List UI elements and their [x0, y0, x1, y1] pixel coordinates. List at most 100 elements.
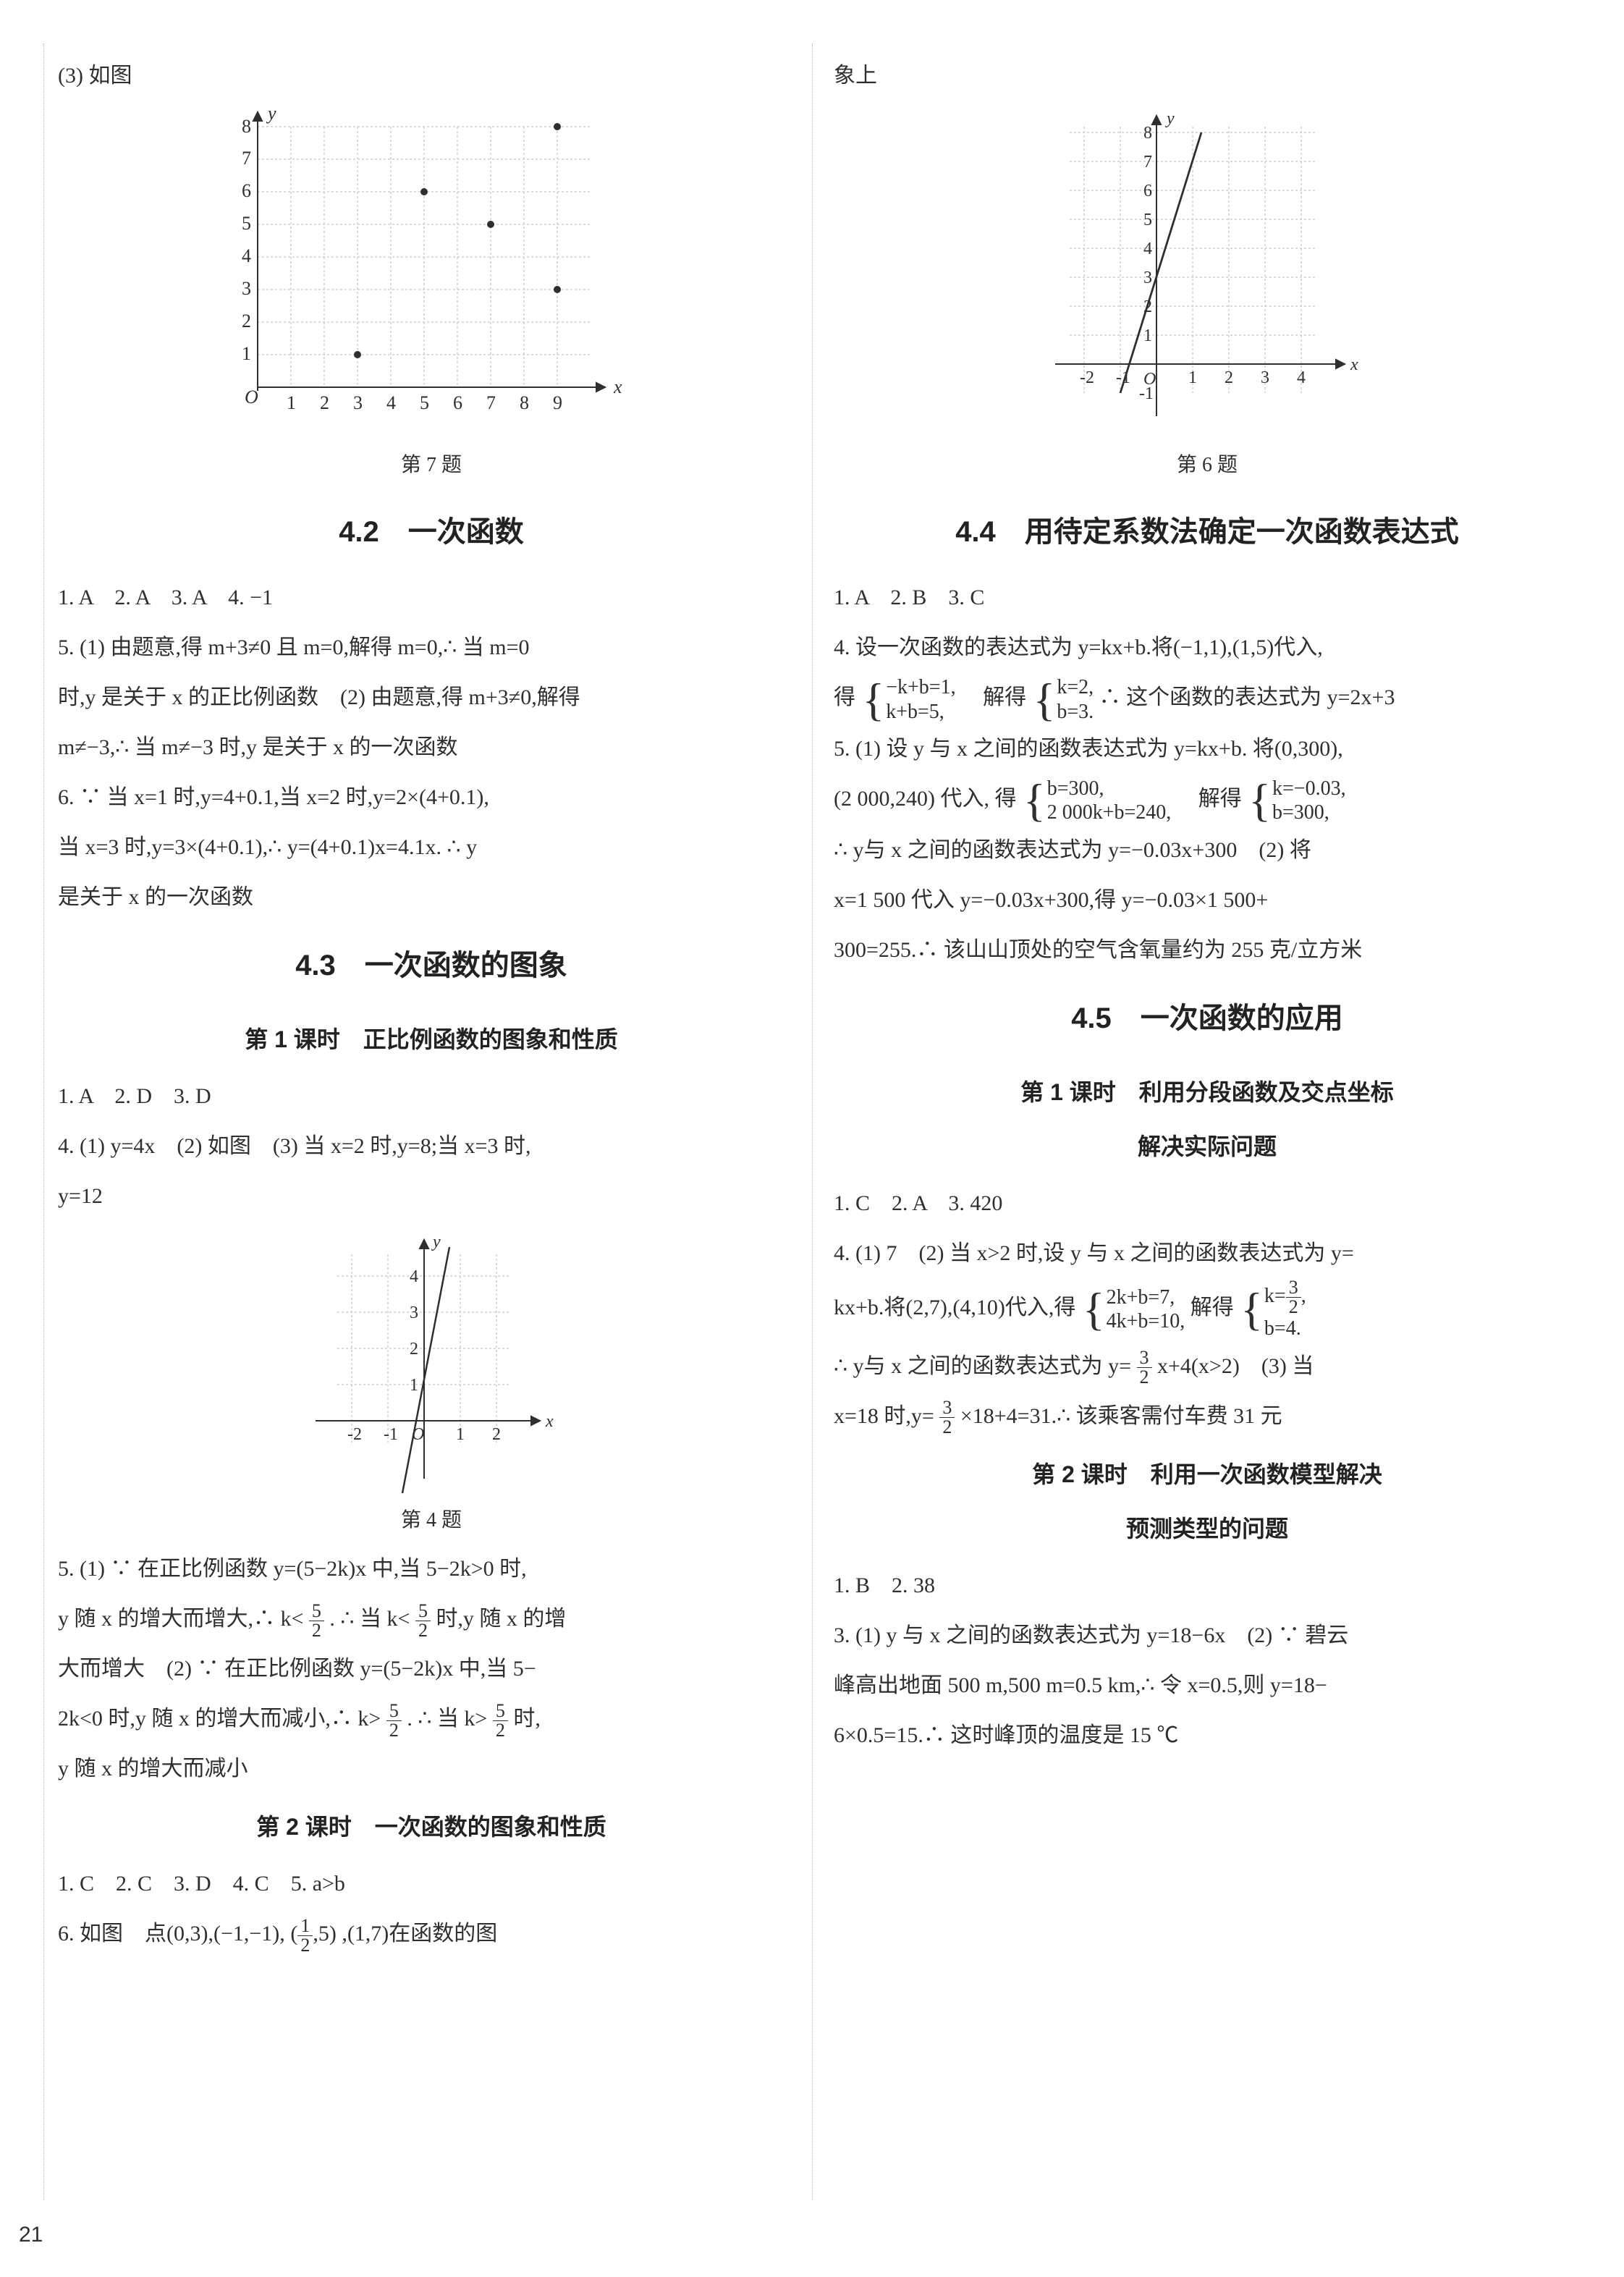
text-line: y 随 x 的增大而增大,∴ k< 52 . ∴ 当 k< 52 时,y 随 x…	[58, 1594, 805, 1644]
subsection-heading: 预测类型的问题	[834, 1503, 1581, 1556]
text-line: 6×0.5=15.∴ 这时峰顶的温度是 15 ℃	[834, 1710, 1581, 1760]
svg-text:7: 7	[1143, 153, 1152, 172]
svg-text:6: 6	[242, 180, 251, 201]
svg-text:-2: -2	[347, 1425, 362, 1444]
fraction: 52	[493, 1702, 508, 1740]
subsection-heading: 第 2 课时 利用一次函数模型解决	[834, 1448, 1581, 1502]
svg-text:3: 3	[353, 392, 363, 413]
frac-den: 2	[309, 1621, 324, 1640]
svg-text:x: x	[1350, 355, 1358, 374]
text-line: 6. 如图 点(0,3),(−1,−1), (12,5) ,(1,7)在函数的图	[58, 1909, 805, 1959]
subsection-heading: 第 1 课时 正比例函数的图象和性质	[58, 1013, 805, 1067]
svg-text:2: 2	[410, 1340, 418, 1359]
text-line: 4. (1) 7 (2) 当 x>2 时,设 y 与 x 之间的函数表达式为 y…	[834, 1228, 1581, 1278]
fraction: 52	[309, 1602, 324, 1640]
sys-row: b=300,	[1272, 800, 1346, 825]
frac-num: 3	[1286, 1278, 1301, 1298]
text-span: 时,y 随 x 的增	[436, 1607, 566, 1631]
text-span: 解得	[1190, 1296, 1234, 1319]
frac-den: 2	[1137, 1368, 1152, 1387]
subsection-heading: 解决实际问题	[834, 1120, 1581, 1174]
chart-caption: 第 7 题	[58, 442, 805, 489]
svg-text:x: x	[545, 1412, 554, 1431]
svg-text:8: 8	[520, 392, 529, 413]
frac-num: 3	[1137, 1348, 1152, 1368]
text-span: 解得	[1177, 787, 1242, 811]
section-heading-45: 4.5 一次函数的应用	[834, 985, 1581, 1052]
text-line: 4. (1) y=4x (2) 如图 (3) 当 x=2 时,y=8;当 x=3…	[58, 1121, 805, 1171]
svg-text:4: 4	[1297, 368, 1306, 387]
brace-icon: {	[1083, 1288, 1105, 1330]
text-line: y 随 x 的增大而减小	[58, 1744, 805, 1794]
frac-num: 5	[309, 1602, 324, 1621]
text-line: 3. (1) y 与 x 之间的函数表达式为 y=18−6x (2) ∵ 碧云	[834, 1610, 1581, 1660]
frac-den: 2	[415, 1621, 431, 1640]
svg-text:8: 8	[242, 116, 251, 137]
svg-text:3: 3	[1143, 269, 1152, 287]
svg-text:8: 8	[1143, 124, 1152, 143]
line-chart-svg: -2-1 O 12 34 -1 12 34 56 78 x y	[1033, 105, 1381, 445]
text-line: m≠−3,∴ 当 m≠−3 时,y 是关于 x 的一次函数	[58, 722, 805, 772]
equation-system: b=300,2 000k+b=240,	[1047, 777, 1172, 825]
sys-row: −k+b=1,	[886, 675, 955, 700]
svg-text:7: 7	[242, 148, 251, 169]
svg-text:1: 1	[287, 392, 296, 413]
brace-icon: {	[1248, 780, 1271, 821]
chart-4: -2-1 O 12 12 34 x y	[58, 1225, 805, 1500]
sys-row: k=32,	[1264, 1278, 1306, 1317]
svg-text:4: 4	[1143, 240, 1152, 258]
svg-text:2: 2	[1225, 368, 1233, 387]
left-rule	[43, 43, 44, 2200]
subsection-heading: 第 1 课时 利用分段函数及交点坐标	[834, 1066, 1581, 1120]
svg-text:6: 6	[1143, 182, 1152, 200]
fraction: 52	[386, 1702, 402, 1740]
brace-icon: {	[1240, 1288, 1263, 1330]
svg-text:y: y	[266, 105, 276, 124]
fraction: 32	[939, 1398, 955, 1437]
text-span: . ∴ 当 k>	[407, 1707, 487, 1731]
text-span: 6. 如图 点(0,3),(−1,−1),	[58, 1922, 285, 1946]
text-line: 4. 设一次函数的表达式为 y=kx+b.将(−1,1),(1,5)代入,	[834, 622, 1581, 672]
chart-6: -2-1 O 12 34 -1 12 34 56 78 x y	[834, 105, 1581, 445]
text-line: 5. (1) 设 y 与 x 之间的函数表达式为 y=kx+b. 将(0,300…	[834, 724, 1581, 774]
text-line: 当 x=3 时,y=3×(4+0.1),∴ y=(4+0.1)x=4.1x. ∴…	[58, 822, 805, 872]
svg-text:-1: -1	[1139, 384, 1154, 403]
text-span: 时,	[513, 1707, 541, 1731]
equation-system: k=32, b=4.	[1264, 1278, 1306, 1341]
text-line: ∴ y与 x 之间的函数表达式为 y= 32 x+4(x>2) (3) 当	[834, 1341, 1581, 1391]
fraction: 12	[297, 1917, 313, 1955]
svg-text:2: 2	[1143, 297, 1152, 316]
text-span: ,5	[313, 1922, 329, 1946]
svg-text:1: 1	[242, 343, 251, 364]
text-span: 2k<0 时,y 随 x 的增大而减小,∴ k>	[58, 1707, 381, 1731]
text-span: ∴ y与 x 之间的函数表达式为 y=	[834, 1354, 1131, 1378]
svg-text:6: 6	[453, 392, 462, 413]
fraction: 32	[1286, 1278, 1301, 1317]
equation-system: k=2,b=3.	[1057, 675, 1094, 724]
frac-den: 2	[1286, 1298, 1301, 1317]
sys-row: k=2,	[1057, 675, 1094, 700]
svg-text:4: 4	[386, 392, 396, 413]
svg-text:9: 9	[553, 392, 562, 413]
brace-icon: {	[1033, 679, 1056, 721]
sys-row: 2k+b=7,	[1107, 1285, 1185, 1310]
fraction: 52	[415, 1602, 431, 1640]
svg-text:2: 2	[492, 1425, 501, 1444]
text-line: 1. A 2. A 3. A 4. −1	[58, 573, 805, 622]
subsection-heading: 第 2 课时 一次函数的图象和性质	[58, 1801, 805, 1854]
frac-num: 3	[939, 1398, 955, 1418]
svg-text:1: 1	[1188, 368, 1197, 387]
text-line: 象上	[834, 51, 1581, 101]
frac-num: 5	[415, 1602, 431, 1621]
chart-7: O x y 12 34 56 78 9 12 34 56 78	[58, 105, 805, 445]
fraction: 32	[1137, 1348, 1152, 1387]
text-span: x+4(x>2) (3) 当	[1157, 1354, 1314, 1378]
text-line: 5. (1) ∵ 在正比例函数 y=(5−2k)x 中,当 5−2k>0 时,	[58, 1544, 805, 1594]
text-span: ∴ 这个函数的表达式为 y=2x+3	[1099, 685, 1395, 709]
equation-system: k=−0.03,b=300,	[1272, 777, 1346, 825]
frac-den: 2	[386, 1721, 402, 1740]
text-line: 1. B 2. 38	[834, 1560, 1581, 1610]
svg-text:x: x	[613, 376, 622, 397]
svg-text:3: 3	[1261, 368, 1269, 387]
frac-num: 1	[297, 1917, 313, 1936]
